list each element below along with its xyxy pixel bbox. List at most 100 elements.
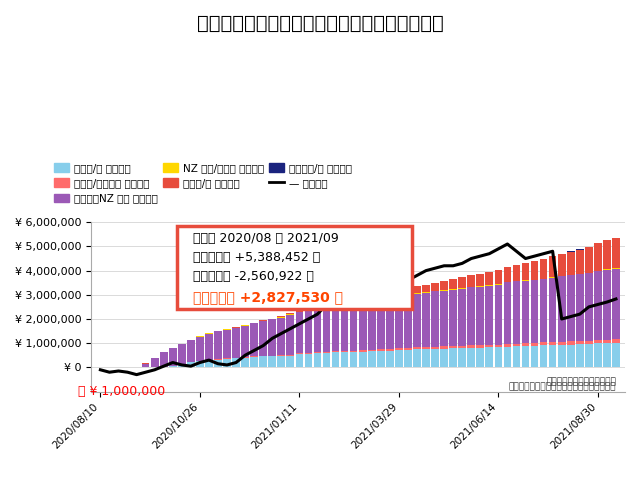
Bar — [548, 345, 557, 367]
Bar — [522, 343, 529, 346]
Bar — [486, 348, 493, 367]
Bar — [504, 344, 511, 347]
Bar — [476, 348, 484, 367]
Bar — [603, 240, 611, 269]
Bar — [395, 290, 403, 296]
Bar — [223, 329, 231, 330]
Bar — [422, 292, 430, 347]
Bar — [513, 281, 520, 344]
Bar — [495, 284, 502, 285]
Bar — [440, 290, 448, 291]
Bar — [178, 365, 186, 367]
Bar — [169, 348, 177, 366]
Bar — [359, 352, 367, 367]
Bar — [314, 308, 321, 309]
Bar — [576, 341, 584, 344]
Text: コンサルトラリピの週次報告（ナローレンジ）: コンサルトラリピの週次報告（ナローレンジ） — [196, 14, 444, 34]
Bar — [603, 269, 611, 270]
Bar — [151, 358, 159, 367]
Bar — [531, 346, 538, 367]
Bar — [296, 311, 303, 312]
Bar — [314, 310, 321, 352]
Bar — [440, 348, 448, 367]
Bar — [413, 294, 421, 348]
Bar — [495, 345, 502, 347]
Bar — [350, 303, 358, 350]
Bar — [413, 348, 421, 349]
Bar — [268, 356, 276, 367]
Bar — [368, 297, 376, 301]
Bar — [305, 311, 312, 353]
Bar — [603, 343, 611, 367]
Bar — [340, 351, 348, 352]
Bar — [431, 349, 439, 367]
Bar — [476, 287, 484, 345]
Bar — [377, 296, 385, 300]
Bar — [585, 273, 593, 340]
Bar — [504, 282, 511, 344]
Bar — [350, 352, 358, 367]
Legend: 米ドル/円 実現損益, ユーロ/英ポンド 実現損益, 豪ドル／NZ ドル 実現損益, NZ ドル/米ドル 実現損益, 加ドル/円 実現損益, 英ポンド/円 実現: 米ドル/円 実現損益, ユーロ/英ポンド 実現損益, 豪ドル／NZ ドル 実現損… — [54, 163, 351, 204]
Bar — [287, 356, 294, 367]
Bar — [350, 300, 358, 303]
Bar — [305, 354, 312, 367]
Bar — [495, 347, 502, 367]
Bar — [359, 302, 367, 350]
Bar — [504, 347, 511, 367]
Bar — [513, 265, 520, 281]
Bar — [278, 356, 285, 367]
Bar — [169, 366, 177, 367]
Bar — [287, 315, 294, 355]
Bar — [241, 325, 249, 357]
Bar — [531, 279, 538, 280]
Bar — [603, 340, 611, 343]
Bar — [332, 308, 339, 351]
Bar — [422, 285, 430, 292]
Bar — [250, 323, 258, 324]
Bar — [486, 345, 493, 348]
Bar — [250, 324, 258, 357]
Bar — [558, 254, 566, 276]
Bar — [422, 347, 430, 349]
Bar — [548, 342, 557, 345]
Text: 期間： 2020/08 〜 2021/09: 期間： 2020/08 〜 2021/09 — [193, 232, 339, 245]
Bar — [612, 339, 620, 343]
Bar — [223, 359, 231, 367]
Bar — [548, 256, 557, 277]
Bar — [205, 334, 212, 360]
Bar — [305, 309, 312, 310]
Bar — [340, 306, 348, 351]
Bar — [531, 343, 538, 346]
Bar — [377, 349, 385, 351]
Bar — [603, 270, 611, 340]
Bar — [594, 272, 602, 340]
Bar — [196, 361, 204, 367]
Bar — [486, 286, 493, 345]
Bar — [548, 277, 557, 278]
Bar — [250, 357, 258, 367]
Bar — [576, 250, 584, 274]
Bar — [241, 358, 249, 367]
Bar — [187, 340, 195, 362]
Text: 合計損益：ポジションを全決済した時の損益: 合計損益：ポジションを全決済した時の損益 — [508, 383, 616, 392]
Bar — [404, 288, 412, 295]
Bar — [404, 350, 412, 367]
Bar — [540, 342, 547, 346]
Bar — [522, 263, 529, 280]
Bar — [305, 353, 312, 354]
Bar — [413, 287, 421, 293]
Bar — [340, 302, 348, 305]
Bar — [287, 313, 294, 314]
Bar — [449, 279, 457, 289]
Bar — [540, 279, 547, 342]
Bar — [340, 305, 348, 306]
Bar — [323, 353, 330, 367]
Bar — [458, 288, 466, 346]
Bar — [287, 314, 294, 315]
Bar — [576, 344, 584, 367]
Bar — [287, 355, 294, 356]
Bar — [241, 357, 249, 358]
Bar — [576, 274, 584, 275]
Bar — [278, 318, 285, 356]
Text: － ¥ 1,000,000: － ¥ 1,000,000 — [78, 385, 165, 398]
